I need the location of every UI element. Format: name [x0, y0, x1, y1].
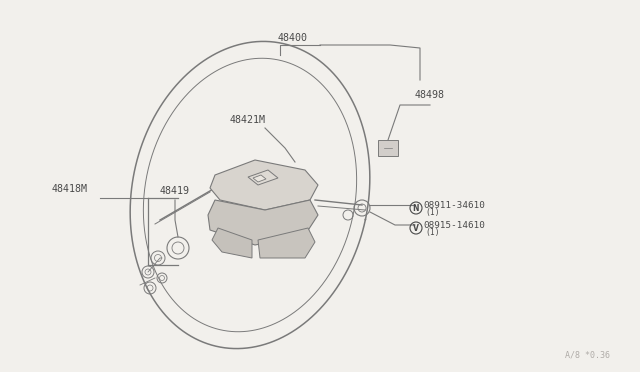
Polygon shape: [378, 140, 398, 156]
Text: 48498: 48498: [415, 90, 445, 100]
Polygon shape: [248, 170, 278, 185]
Polygon shape: [258, 228, 315, 258]
Text: 48421M: 48421M: [230, 115, 266, 125]
Text: N: N: [413, 203, 419, 212]
Polygon shape: [253, 175, 266, 182]
Text: 48400: 48400: [278, 33, 308, 43]
Text: (1): (1): [425, 228, 440, 237]
Text: 48419: 48419: [160, 186, 190, 196]
Text: 08911-34610: 08911-34610: [423, 201, 485, 209]
Text: (1): (1): [425, 208, 440, 217]
Text: A/8 *0.36: A/8 *0.36: [565, 351, 610, 360]
Text: 08915-14610: 08915-14610: [423, 221, 485, 230]
Text: V: V: [413, 224, 419, 232]
Text: 48418M: 48418M: [52, 184, 88, 194]
Polygon shape: [212, 228, 252, 258]
Polygon shape: [208, 200, 318, 245]
Polygon shape: [210, 160, 318, 210]
